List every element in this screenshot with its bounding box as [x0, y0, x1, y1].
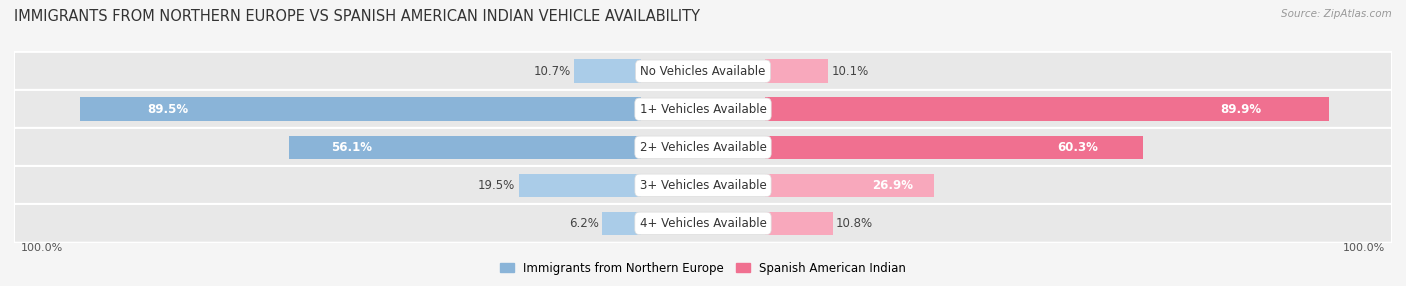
Text: 26.9%: 26.9%	[872, 179, 914, 192]
Bar	[519, 174, 641, 197]
Text: 1+ Vehicles Available: 1+ Vehicles Available	[640, 103, 766, 116]
FancyBboxPatch shape	[14, 204, 1392, 243]
Text: Source: ZipAtlas.com: Source: ZipAtlas.com	[1281, 9, 1392, 19]
Text: 56.1%: 56.1%	[332, 141, 373, 154]
Text: IMMIGRANTS FROM NORTHERN EUROPE VS SPANISH AMERICAN INDIAN VEHICLE AVAILABILITY: IMMIGRANTS FROM NORTHERN EUROPE VS SPANI…	[14, 9, 700, 23]
Text: No Vehicles Available: No Vehicles Available	[640, 65, 766, 78]
Text: 60.3%: 60.3%	[1057, 141, 1098, 154]
Text: 10.7%: 10.7%	[533, 65, 571, 78]
FancyBboxPatch shape	[14, 166, 1392, 205]
Text: 19.5%: 19.5%	[478, 179, 515, 192]
Bar	[765, 136, 1143, 159]
Bar	[602, 212, 641, 235]
Text: 2+ Vehicles Available: 2+ Vehicles Available	[640, 141, 766, 154]
Text: 100.0%: 100.0%	[21, 243, 63, 253]
Text: 10.8%: 10.8%	[837, 217, 873, 230]
FancyBboxPatch shape	[14, 52, 1392, 91]
Bar	[765, 212, 832, 235]
Legend: Immigrants from Northern Europe, Spanish American Indian: Immigrants from Northern Europe, Spanish…	[495, 257, 911, 279]
Text: 4+ Vehicles Available: 4+ Vehicles Available	[640, 217, 766, 230]
Text: 89.5%: 89.5%	[148, 103, 188, 116]
Bar	[80, 98, 641, 121]
Text: 100.0%: 100.0%	[1343, 243, 1385, 253]
Bar	[765, 59, 828, 83]
Bar	[290, 136, 641, 159]
FancyBboxPatch shape	[14, 128, 1392, 167]
Text: 89.9%: 89.9%	[1220, 103, 1261, 116]
Bar	[765, 98, 1329, 121]
Text: 3+ Vehicles Available: 3+ Vehicles Available	[640, 179, 766, 192]
Text: 6.2%: 6.2%	[569, 217, 599, 230]
Text: 10.1%: 10.1%	[832, 65, 869, 78]
Bar	[574, 59, 641, 83]
Bar	[765, 174, 934, 197]
FancyBboxPatch shape	[14, 90, 1392, 129]
